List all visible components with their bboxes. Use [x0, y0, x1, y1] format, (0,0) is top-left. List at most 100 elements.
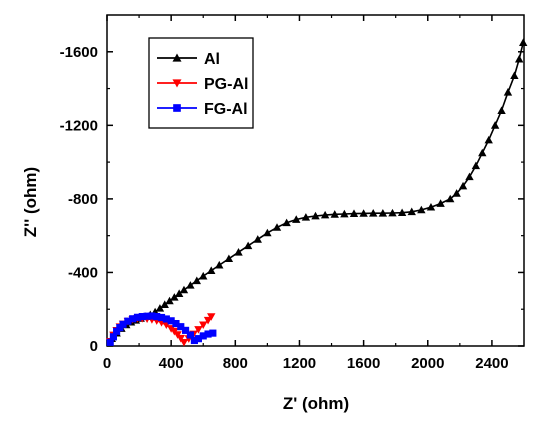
- data-point: [157, 313, 166, 322]
- data-point: [170, 293, 179, 301]
- x-tick-label: 400: [159, 355, 184, 372]
- data-point: [359, 209, 368, 217]
- data-point: [165, 296, 174, 305]
- data-point: [282, 218, 291, 227]
- data-point: [484, 135, 493, 144]
- legend-box: [148, 37, 254, 129]
- data-point: [446, 194, 455, 203]
- data-point: [458, 181, 468, 190]
- legend-item: FG-Al: [157, 101, 248, 118]
- data-point: [199, 271, 208, 280]
- legend-item: PG-Al: [157, 76, 248, 93]
- data-point: [510, 71, 519, 80]
- data-point: [417, 205, 426, 214]
- data-point: [106, 338, 114, 346]
- data-point: [369, 209, 378, 217]
- data-point: [207, 313, 216, 321]
- legend-label: FG-Al: [204, 101, 248, 118]
- data-point: [153, 313, 161, 321]
- data-point: [203, 316, 213, 325]
- legend-marker: [172, 79, 182, 88]
- y-tick-label: -1600: [60, 44, 98, 61]
- data-point: [301, 213, 311, 221]
- data-point: [340, 209, 349, 218]
- data-point: [162, 315, 170, 323]
- data-point: [253, 235, 262, 243]
- legend-label: PG-Al: [204, 76, 248, 93]
- data-point: [490, 121, 500, 129]
- data-point: [179, 338, 189, 347]
- data-point: [194, 335, 202, 343]
- data-point: [204, 330, 212, 338]
- data-point: [182, 326, 190, 334]
- y-tick-label: 0: [90, 338, 98, 355]
- x-tick-label: 1200: [283, 355, 316, 372]
- data-point: [148, 312, 156, 320]
- data-point: [478, 148, 487, 157]
- data-point: [518, 38, 528, 46]
- data-point: [330, 210, 339, 218]
- data-point: [224, 254, 234, 263]
- y-tick-label: -800: [68, 191, 98, 208]
- data-point: [243, 241, 253, 250]
- data-point: [129, 315, 137, 323]
- data-point: [503, 88, 513, 96]
- legend-label: Al: [204, 51, 220, 68]
- x-tick-label: 2400: [475, 355, 508, 372]
- series-fg-al: [106, 312, 217, 346]
- data-point: [186, 281, 195, 289]
- data-point: [160, 300, 169, 308]
- data-point: [109, 333, 117, 341]
- data-point: [176, 334, 185, 343]
- data-point: [199, 332, 207, 340]
- data-point: [209, 329, 217, 337]
- data-point: [113, 327, 121, 335]
- x-tick-label: 2000: [411, 355, 444, 372]
- plot-frame: [106, 14, 525, 347]
- data-point: [349, 209, 359, 217]
- y-tick-label: -400: [68, 264, 98, 281]
- data-point: [407, 207, 416, 216]
- data-point: [119, 320, 127, 328]
- data-point: [133, 313, 142, 321]
- x-axis-label: Z' (ohm): [283, 394, 349, 413]
- data-point: [199, 321, 208, 330]
- data-point: [124, 317, 132, 325]
- y-tick-label: -1200: [60, 117, 98, 134]
- data-point: [207, 266, 216, 274]
- data-point: [192, 276, 202, 285]
- data-point: [452, 189, 461, 197]
- data-point: [272, 223, 282, 231]
- data-point: [177, 323, 185, 331]
- data-point: [143, 312, 151, 320]
- data-point: [378, 209, 388, 217]
- data-point: [215, 260, 224, 269]
- legend-item: Al: [157, 51, 220, 68]
- data-point: [436, 199, 445, 207]
- data-point: [194, 326, 203, 334]
- data-point: [234, 248, 243, 256]
- data-point: [497, 106, 506, 114]
- data-point: [320, 210, 330, 219]
- legend-marker: [172, 53, 182, 62]
- data-point: [397, 208, 407, 217]
- data-point: [292, 215, 301, 223]
- data-point: [174, 289, 184, 297]
- data-point: [465, 172, 474, 181]
- data-point: [186, 331, 194, 339]
- data-point: [138, 313, 146, 321]
- legend-marker: [173, 104, 181, 112]
- data-point: [388, 208, 397, 217]
- x-tick-label: 1600: [347, 355, 380, 372]
- data-point: [167, 317, 175, 325]
- x-tick-label: 800: [223, 355, 248, 372]
- data-point: [190, 336, 198, 345]
- y-axis-label: Z'' (ohm): [21, 167, 40, 237]
- data-point: [263, 228, 272, 237]
- data-point: [172, 319, 180, 328]
- data-point: [155, 304, 165, 312]
- data-point: [471, 161, 481, 170]
- data-point: [311, 211, 320, 220]
- data-point: [514, 54, 524, 63]
